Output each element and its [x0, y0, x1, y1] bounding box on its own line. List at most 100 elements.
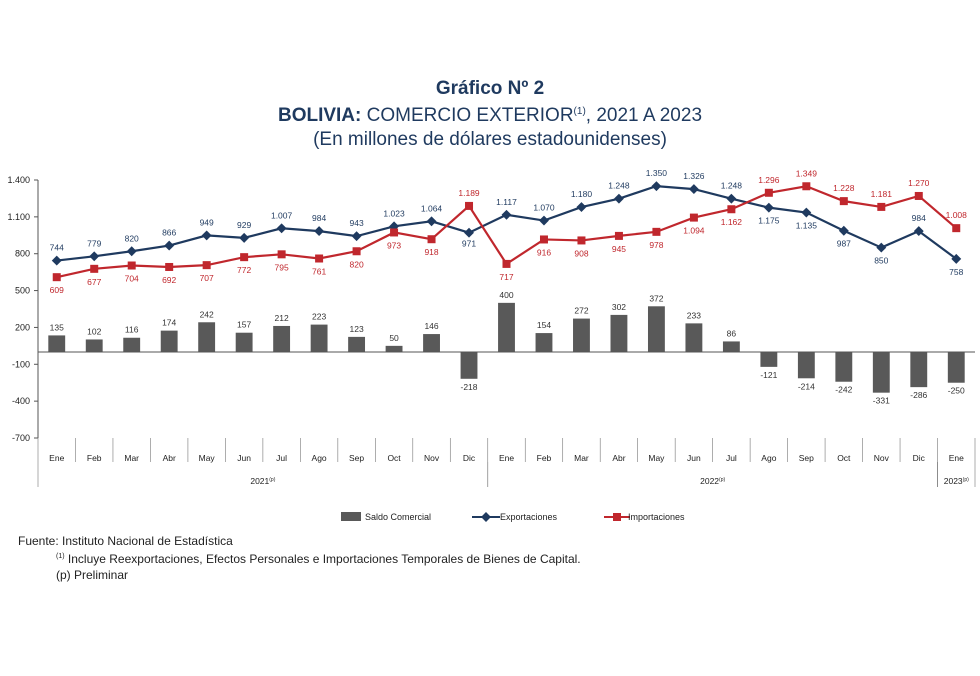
marker-exportaciones: [613, 193, 624, 204]
line-data-label: 908: [574, 248, 588, 258]
line-data-label: 1.008: [946, 210, 968, 220]
bar-data-label: 223: [312, 312, 326, 322]
line-data-label: 717: [499, 272, 513, 282]
legend-swatch-saldo: [341, 512, 361, 521]
bar-saldo-comercial: [160, 330, 178, 352]
line-data-label: 707: [200, 273, 214, 283]
line-data-label: 1.094: [683, 226, 705, 236]
line-data-label: 1.326: [683, 171, 705, 181]
bar-saldo-comercial: [573, 318, 590, 352]
bar-saldo-comercial: [610, 314, 628, 352]
marker-importaciones: [727, 205, 736, 214]
bar-saldo-comercial: [48, 335, 66, 352]
marker-exportaciones: [126, 246, 137, 257]
line-data-label: 1.189: [458, 188, 480, 198]
line-data-label: 949: [200, 217, 214, 227]
bar-saldo-comercial: [722, 341, 740, 352]
x-tick-label: Mar: [124, 453, 139, 463]
legend-marker-exportaciones: [481, 512, 491, 522]
chart-subtitle: BOLIVIA: COMERCIO EXTERIOR(1), 2021 A 20…: [0, 100, 980, 128]
line-data-label: 973: [387, 240, 401, 250]
line-data-label: 772: [237, 265, 251, 275]
x-tick-label: Sep: [799, 453, 814, 463]
subtitle-country: BOLIVIA:: [277, 105, 362, 126]
line-data-label: 1.007: [271, 210, 293, 220]
marker-importaciones: [202, 261, 211, 270]
line-data-label: 916: [537, 247, 551, 257]
x-tick-label: Dic: [463, 453, 476, 463]
x-tick-label: Jul: [276, 453, 287, 463]
line-data-label: 677: [87, 277, 101, 287]
line-data-label: 1.248: [721, 181, 743, 191]
line-data-label: 1.135: [796, 221, 818, 231]
marker-exportaciones: [426, 216, 437, 227]
bar-data-label: 302: [612, 302, 626, 312]
marker-exportaciones: [276, 223, 287, 234]
bar-data-label: 116: [125, 325, 139, 335]
line-data-label: 779: [87, 238, 101, 248]
x-tick-label: Sep: [349, 453, 364, 463]
footnote-preliminary: (p) Preliminar: [56, 568, 129, 582]
line-data-label: 1.064: [421, 203, 443, 213]
bar-data-label: -331: [873, 396, 890, 406]
marker-importaciones: [277, 250, 286, 259]
marker-exportaciones: [876, 242, 887, 253]
x-tick-label: May: [648, 453, 665, 463]
x-tick-label: Jul: [726, 453, 737, 463]
bar-data-label: 242: [200, 309, 214, 319]
marker-importaciones: [802, 182, 811, 191]
line-data-label: 1.296: [758, 175, 780, 185]
bar-data-label: 400: [499, 290, 513, 300]
x-tick-label: Ene: [499, 453, 514, 463]
bar-saldo-comercial: [385, 345, 403, 352]
bar-data-label: 233: [687, 310, 701, 320]
bar-data-label: -250: [948, 386, 965, 396]
bar-saldo-comercial: [460, 352, 478, 379]
line-data-label: 1.180: [571, 189, 593, 199]
marker-importaciones: [427, 235, 436, 244]
line-data-label: 820: [125, 233, 139, 243]
bar-data-label: 135: [50, 322, 64, 332]
line-data-label: 1.228: [833, 183, 855, 193]
subtitle-main: COMERCIO EXTERIOR: [361, 105, 574, 126]
line-data-label: 1.175: [758, 216, 780, 226]
bar-data-label: -218: [461, 382, 478, 392]
y-tick-label: -400: [12, 396, 30, 406]
x-tick-label: Ene: [949, 453, 964, 463]
marker-importaciones: [689, 213, 698, 222]
marker-importaciones: [952, 224, 961, 233]
line-data-label: 1.117: [496, 197, 517, 207]
bar-saldo-comercial: [273, 325, 291, 352]
source-note: Fuente: Instituto Nacional de Estadístic…: [18, 534, 233, 548]
marker-exportaciones: [838, 225, 849, 236]
x-tick-label: Nov: [424, 453, 440, 463]
x-tick-label: Abr: [163, 453, 176, 463]
y-tick-label: 1.400: [7, 175, 30, 185]
line-data-label: 758: [949, 267, 963, 277]
y-tick-label: 1.100: [7, 212, 30, 222]
bar-saldo-comercial: [535, 333, 553, 352]
line-data-label: 1.070: [533, 203, 555, 213]
line-data-label: 943: [349, 218, 363, 228]
bar-data-label: 212: [275, 313, 289, 323]
marker-importaciones: [90, 264, 99, 273]
marker-importaciones: [502, 259, 511, 268]
y-tick-label: -700: [12, 433, 30, 443]
line-data-label: 1.270: [908, 178, 930, 188]
marker-importaciones: [577, 236, 586, 245]
marker-importaciones: [652, 227, 661, 236]
marker-exportaciones: [801, 207, 812, 218]
bar-saldo-comercial: [685, 323, 703, 352]
bar-data-label: -214: [798, 381, 815, 391]
marker-importaciones: [352, 247, 361, 256]
x-tick-label: Feb: [87, 453, 102, 463]
bar-saldo-comercial: [123, 337, 141, 352]
bar-saldo-comercial: [872, 352, 890, 393]
year-label: 2021(p): [250, 476, 275, 486]
marker-importaciones: [539, 235, 548, 244]
subtitle-footnote-marker: (1): [573, 106, 586, 117]
year-label: 2022(p): [700, 476, 725, 486]
y-tick-label: 500: [15, 286, 30, 296]
bar-data-label: -286: [910, 390, 927, 400]
